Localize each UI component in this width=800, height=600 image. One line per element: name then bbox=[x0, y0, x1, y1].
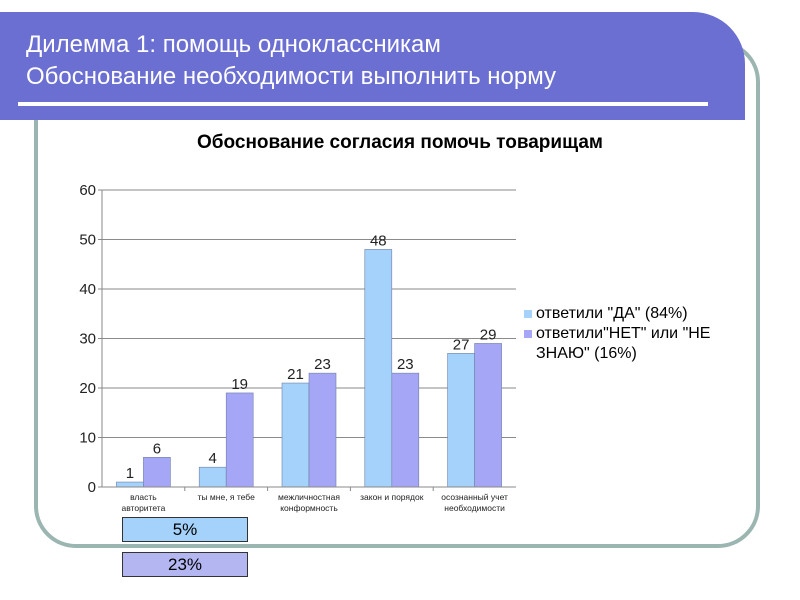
bar-s1-c4 bbox=[474, 343, 502, 488]
category-label-0-1: авторитета bbox=[121, 503, 165, 513]
category-label-1-0: ты мне, я тебе bbox=[198, 492, 256, 502]
chart-legend: ответили "ДА" (84%) ответили"НЕТ" или "Н… bbox=[524, 304, 736, 364]
title-banner: Дилемма 1: помощь одноклассникам Обоснов… bbox=[0, 12, 745, 120]
bar-s0-c4 bbox=[447, 353, 475, 488]
legend-item-yes: ответили "ДА" (84%) bbox=[524, 304, 736, 324]
percent-box-yes: 5% bbox=[122, 517, 248, 542]
y-tick-label-60: 60 bbox=[79, 182, 96, 199]
category-label-3-0: закон и порядок bbox=[360, 492, 424, 502]
data-label-s1-c4: 29 bbox=[480, 326, 497, 343]
data-label-s1-c0: 6 bbox=[153, 440, 161, 457]
data-label-s1-c1: 19 bbox=[231, 376, 248, 393]
y-tick-label-10: 10 bbox=[79, 430, 96, 447]
legend-swatch-no bbox=[524, 330, 532, 338]
bar-s0-c3 bbox=[364, 249, 393, 488]
chart-title: Обоснование согласия помочь товарищам bbox=[197, 132, 603, 153]
legend-label-no: ответили"НЕТ" или "НЕ ЗНАЮ" (16%) bbox=[536, 325, 711, 362]
bar-s0-c1 bbox=[198, 466, 227, 488]
chart-bars bbox=[116, 249, 502, 488]
y-tick-label-40: 40 bbox=[79, 281, 96, 298]
data-label-s0-c2: 21 bbox=[287, 366, 304, 383]
slide-title-line-1: Дилемма 1: помощь одноклассникам bbox=[26, 31, 441, 58]
y-tick-label-0: 0 bbox=[88, 479, 96, 496]
bar-s0-c0 bbox=[116, 481, 144, 488]
bar-s1-c1 bbox=[225, 392, 254, 488]
category-label-4-1: необходимости bbox=[444, 503, 505, 513]
data-label-s1-c3: 23 bbox=[397, 356, 414, 373]
legend-label-yes: ответили "ДА" (84%) bbox=[536, 305, 688, 322]
data-label-s0-c4: 27 bbox=[453, 336, 470, 353]
slide-title-line-2: Обоснование необходимости выполнить норм… bbox=[26, 63, 557, 90]
title-underline bbox=[18, 102, 708, 106]
bar-s1-c0 bbox=[143, 456, 171, 488]
data-label-s1-c2: 23 bbox=[314, 356, 331, 373]
y-tick-label-50: 50 bbox=[79, 232, 96, 249]
data-label-s0-c3: 48 bbox=[370, 232, 387, 249]
percent-box-no: 23% bbox=[122, 552, 248, 577]
chart-data-labels: 1 6 4 19 21 23 48 23 27 29 bbox=[126, 232, 497, 482]
y-tick-label-30: 30 bbox=[79, 331, 96, 348]
y-axis: 0 10 20 30 40 50 60 bbox=[79, 182, 103, 496]
category-label-4-0: осознанный учет bbox=[441, 492, 508, 502]
data-label-s0-c1: 4 bbox=[209, 450, 217, 467]
bar-s0-c2 bbox=[281, 382, 310, 488]
data-label-s0-c0: 1 bbox=[126, 465, 134, 482]
category-label-0-0: власть bbox=[130, 492, 157, 502]
legend-swatch-yes bbox=[524, 310, 532, 318]
category-label-2-0: межличностная bbox=[278, 492, 340, 502]
legend-item-no: ответили"НЕТ" или "НЕ ЗНАЮ" (16%) bbox=[524, 324, 736, 364]
category-label-2-1: конформность bbox=[280, 503, 338, 513]
bar-s1-c2 bbox=[308, 372, 337, 488]
bar-s1-c3 bbox=[391, 372, 420, 488]
y-tick-label-20: 20 bbox=[79, 380, 96, 397]
